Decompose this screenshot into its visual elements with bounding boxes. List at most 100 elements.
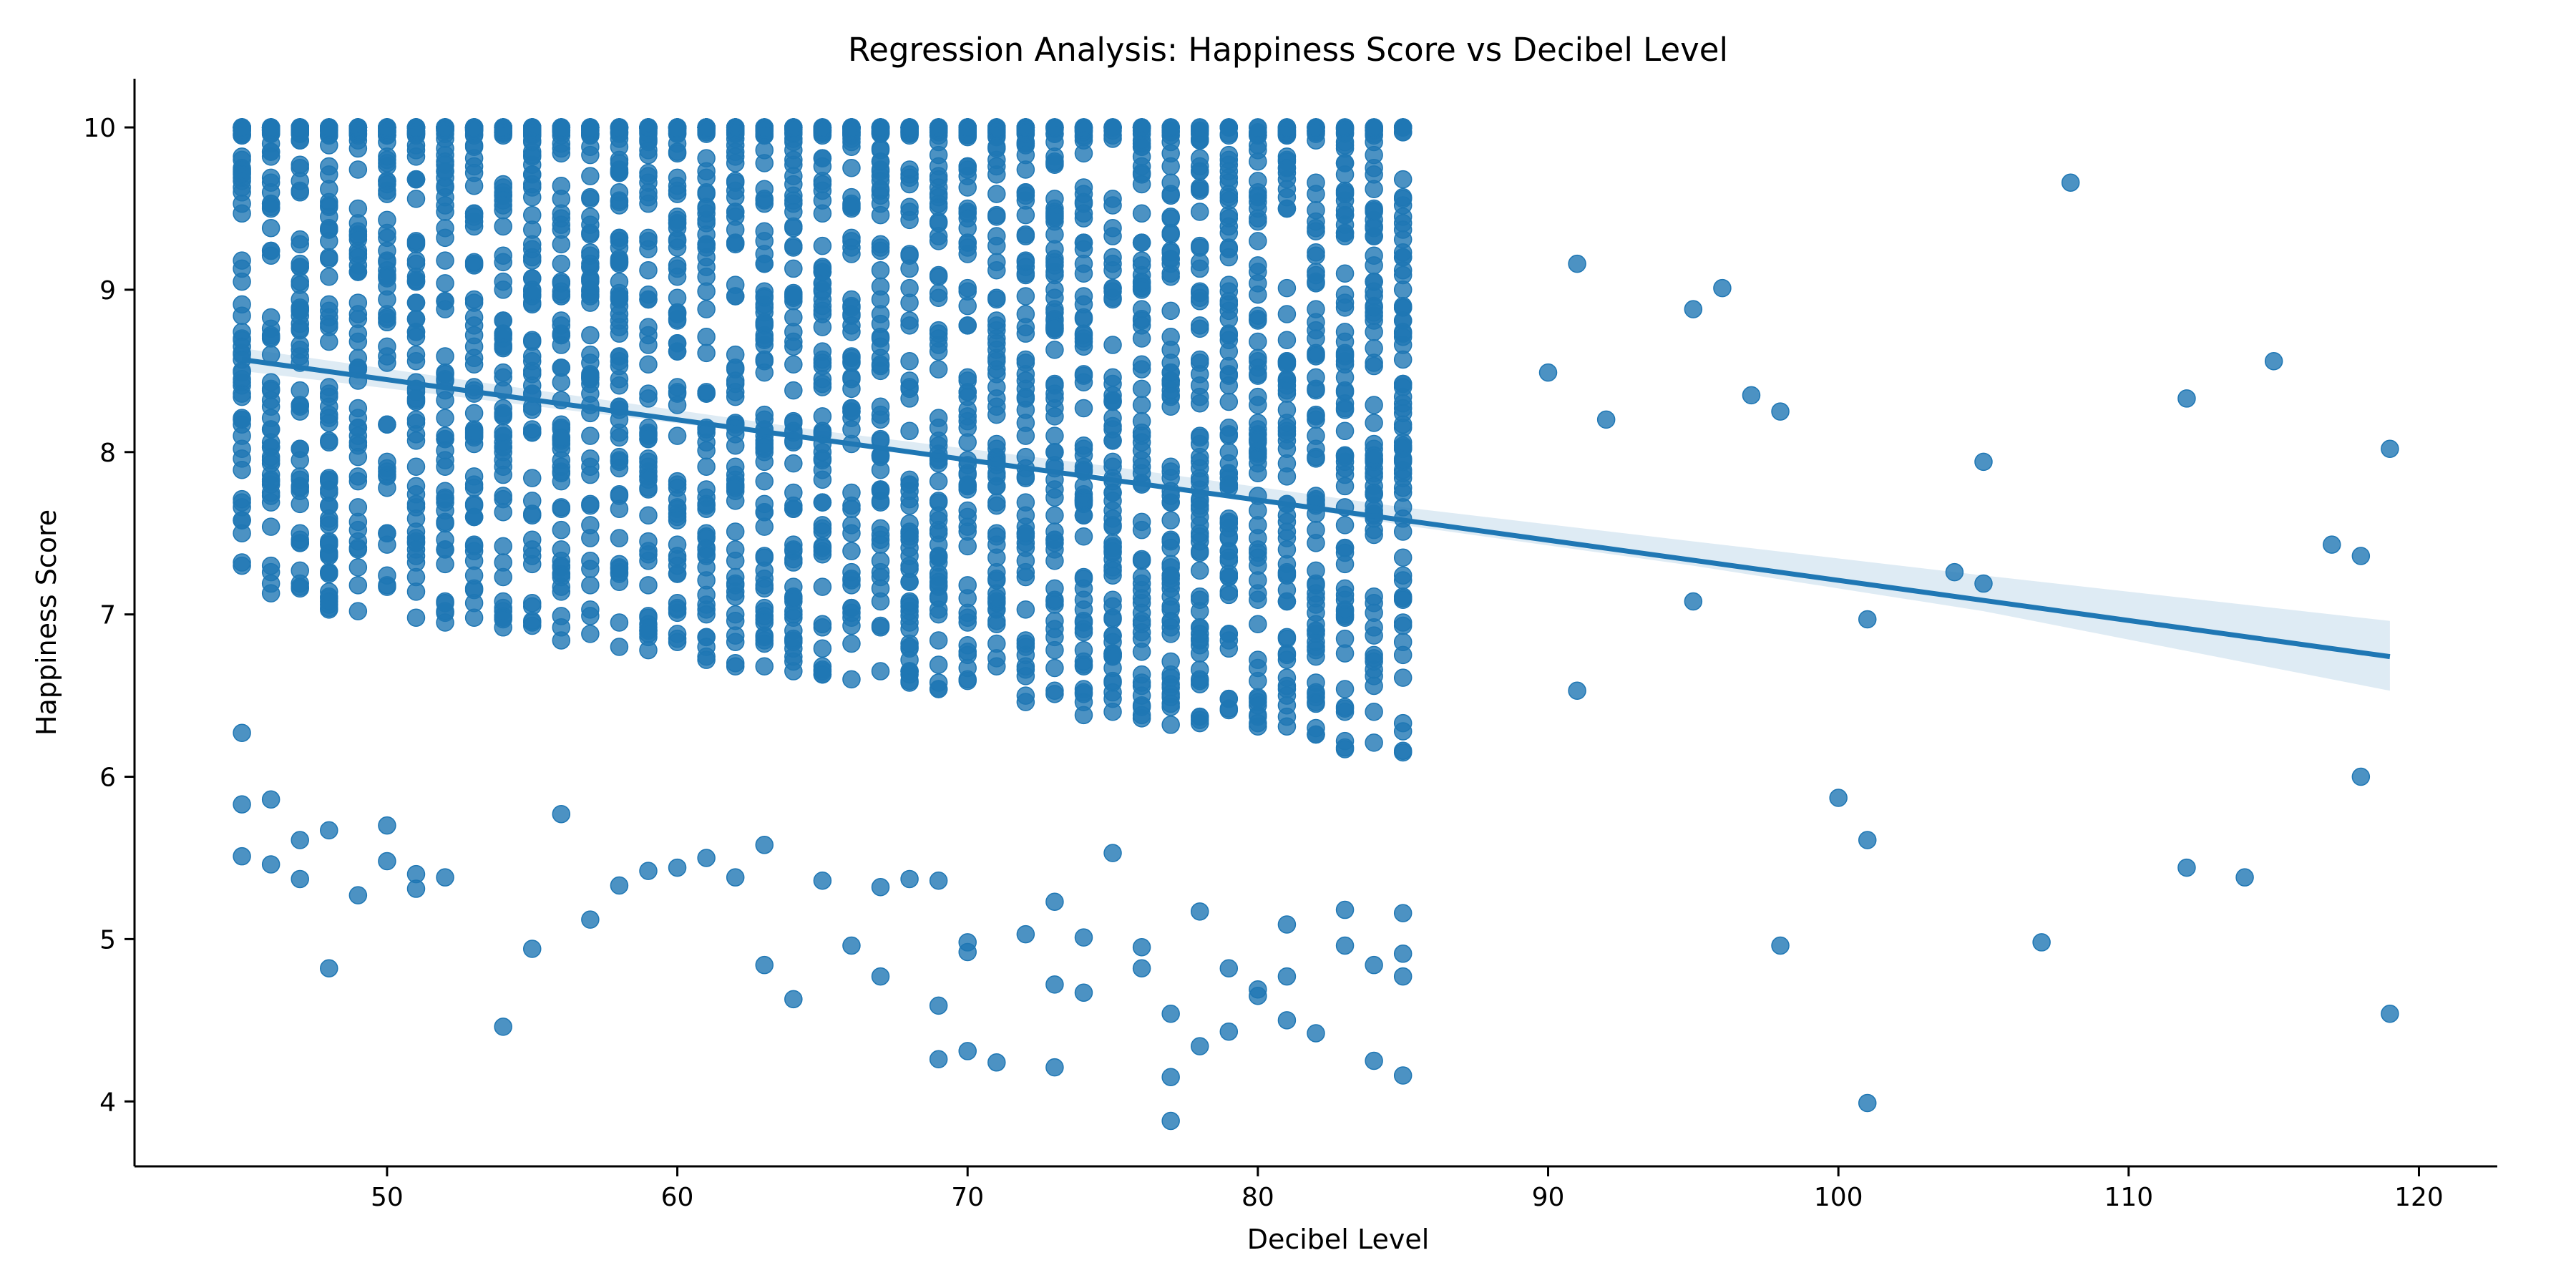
scatter-point [871,567,890,587]
y-tick-label: 4 [99,1088,116,1117]
scatter-point [1190,561,1209,580]
scatter-point [406,608,426,627]
scatter-point [726,118,745,137]
y-tick-label: 10 [83,114,116,143]
scatter-point [406,389,426,408]
scatter-point [320,197,338,216]
scatter-point [1132,589,1151,608]
scatter-point [610,529,629,547]
scatter-point [668,303,687,322]
scatter-point [929,605,948,624]
scatter-point [1277,967,1297,986]
scatter-point [987,165,1006,184]
scatter-point [900,278,919,298]
scatter-point [987,562,1006,582]
scatter-point [233,847,251,866]
scatter-point [1684,300,1703,318]
scatter-point [1132,706,1151,725]
scatter-point [813,493,832,512]
scatter-point [1335,264,1355,283]
scatter-point [1277,650,1297,669]
scatter-point [581,494,600,514]
scatter-point [348,199,368,218]
scatter-point [900,351,919,371]
scatter-point [261,517,280,536]
scatter-point [1045,975,1064,994]
scatter-point [291,183,309,202]
scatter-point [1074,693,1093,711]
scatter-point [494,217,512,236]
scatter-point [639,452,658,472]
scatter-point [2177,389,2196,408]
scatter-point [581,225,600,244]
scatter-point [1045,389,1064,408]
scatter-point [1249,713,1267,733]
scatter-point [1365,323,1383,341]
scatter-point [755,517,774,536]
scatter-point [1945,562,1964,582]
scatter-point [726,457,745,476]
scatter-point [464,176,484,195]
scatter-point [1858,610,1877,629]
scatter-point [1771,402,1790,421]
scatter-point [871,180,890,199]
scatter-point [610,192,629,212]
scatter-point [1365,356,1383,376]
scatter-point [261,472,280,491]
scatter-point [378,337,396,356]
scatter-point [929,547,948,565]
scatter-point [1974,574,1993,593]
scatter-point [1249,387,1267,406]
scatter-point [1393,668,1413,687]
scatter-point [1307,407,1325,426]
scatter-point [552,316,571,335]
scatter-point [1219,238,1239,257]
scatter-point [900,572,919,592]
scatter-point [1074,928,1093,947]
scatter-point [813,263,832,281]
scatter-point [1190,469,1209,487]
scatter-point [1335,698,1355,716]
scatter-point [639,163,658,182]
scatter-point [1365,272,1383,291]
scatter-point [784,118,803,137]
scatter-point [1335,477,1355,496]
scatter-point [261,308,280,327]
scatter-point [697,199,716,218]
scatter-point [784,308,803,327]
scatter-point [1277,512,1297,532]
scatter-point [291,467,309,486]
scatter-point [581,600,600,619]
scatter-point [1393,298,1413,317]
scatter-point [494,1018,512,1036]
scatter-point [1103,542,1122,560]
scatter-point [261,409,280,427]
scatter-point [1190,587,1209,606]
scatter-point [552,254,571,273]
scatter-point [639,506,658,525]
scatter-point [987,405,1006,424]
scatter-point [929,268,948,286]
scatter-point [610,254,629,273]
scatter-point [871,878,890,897]
scatter-point [348,139,368,158]
scatter-point [1335,936,1355,955]
scatter-point [522,220,542,239]
scatter-point [1016,387,1035,406]
scatter-point [929,506,948,525]
scatter-point [1132,256,1151,275]
scatter-point [1307,345,1325,364]
scatter-point [233,511,251,530]
scatter-point [813,577,832,596]
scatter-point [494,465,512,484]
scatter-point [291,381,309,400]
scatter-point [1132,204,1151,223]
scatter-point [1045,1058,1064,1077]
scatter-point [406,251,426,270]
scatter-point [581,167,600,185]
scatter-point [522,175,542,194]
scatter-point [494,489,512,509]
scatter-point [842,542,861,560]
scatter-point [1219,454,1239,473]
scatter-point [1016,600,1035,619]
